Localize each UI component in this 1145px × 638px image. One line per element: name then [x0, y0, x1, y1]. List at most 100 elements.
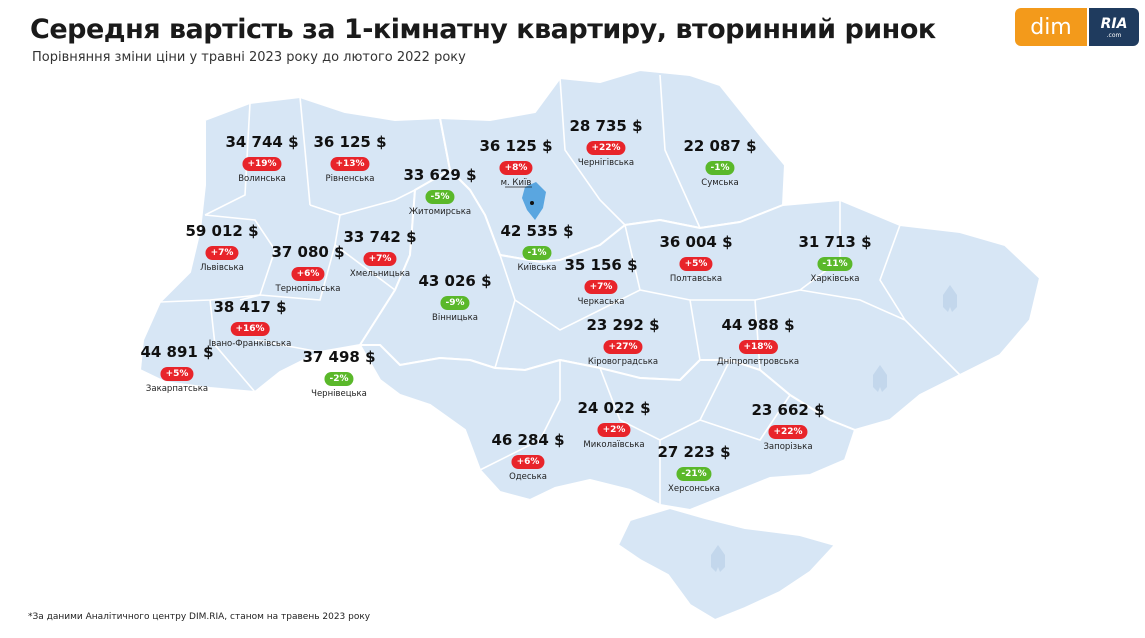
region-label: 36 125 $ +13% Рівненська	[313, 133, 386, 185]
region-name: Дніпропетровська	[716, 357, 800, 367]
region-price: 43 026 $	[418, 272, 492, 290]
kyiv-city-shape	[522, 182, 546, 220]
region-change-badge: +7%	[363, 252, 397, 266]
trident-icons	[711, 285, 957, 572]
region-price: 46 284 $	[491, 431, 565, 449]
region-price: 28 735 $	[569, 117, 643, 135]
region-change-badge: +19%	[242, 157, 282, 171]
region-change-badge: +7%	[205, 246, 239, 260]
region-price: 33 742 $	[343, 228, 417, 246]
region-label: 36 125 $ +8% м. Київ	[479, 137, 552, 189]
region-name: Тернопільська	[275, 284, 341, 294]
region-name: Івано-Франківська	[208, 339, 292, 349]
region-label: 37 080 $ +6% Тернопільська	[271, 243, 344, 295]
region-name: Полтавська	[669, 274, 723, 284]
region-name: Вінницька	[432, 313, 478, 323]
region-price: 42 535 $	[500, 222, 574, 240]
region-name: м. Київ	[500, 178, 532, 188]
region-label: 44 891 $ +5% Закарпатська	[140, 343, 213, 395]
region-price: 37 080 $	[271, 243, 345, 261]
region-label: 37 498 $ -2% Чернівецька	[302, 348, 375, 400]
region-price: 35 156 $	[564, 256, 638, 274]
region-change-badge: +5%	[679, 257, 713, 271]
region-label: 27 223 $ -21% Херсонська	[657, 443, 730, 495]
page-title: Середня вартість за 1-кімнатну квартиру,…	[30, 14, 936, 45]
region-name: Сумська	[701, 178, 739, 188]
region-label: 31 713 $ -11% Харківська	[798, 233, 871, 285]
region-name: Запорізька	[763, 442, 813, 452]
region-price: 24 022 $	[577, 399, 651, 417]
region-price: 27 223 $	[657, 443, 731, 461]
page-subtitle: Порівняння зміни ціни у травні 2023 року…	[32, 50, 466, 65]
region-change-badge: +6%	[511, 455, 545, 469]
region-price: 31 713 $	[798, 233, 872, 251]
region-name: Херсонська	[668, 484, 720, 494]
region-name: Харківська	[810, 274, 860, 284]
region-change-badge: +13%	[330, 157, 370, 171]
trident-icon	[943, 285, 957, 312]
region-label: 36 004 $ +5% Полтавська	[659, 233, 732, 285]
ria-logo-domain: .com	[1106, 31, 1122, 39]
region-label: 23 292 $ +27% Кіровоградська	[586, 316, 659, 368]
region-change-badge: +22%	[768, 425, 808, 439]
region-change-badge: -5%	[425, 190, 455, 204]
region-price: 36 125 $	[313, 133, 387, 151]
region-label: 46 284 $ +6% Одеська	[491, 431, 564, 483]
region-label: 34 744 $ +19% Волинська	[225, 133, 298, 185]
region-label: 38 417 $ +16% Івано-Франківська	[209, 298, 292, 350]
region-price: 38 417 $	[213, 298, 287, 316]
region-price: 23 292 $	[586, 316, 660, 334]
footnote: *За даними Аналітичного центру DIM.RIA, …	[28, 612, 371, 622]
region-name: Одеська	[509, 472, 547, 482]
region-change-badge: +27%	[603, 340, 643, 354]
region-change-badge: +5%	[160, 367, 194, 381]
region-borders	[159, 74, 961, 505]
region-label: 28 735 $ +22% Чернігівська	[569, 117, 642, 169]
region-name: Хмельницька	[349, 269, 411, 279]
region-price: 23 662 $	[751, 401, 825, 419]
kyiv-city-dot	[530, 201, 534, 205]
region-label: 59 012 $ +7% Львівська	[185, 222, 258, 274]
region-name: Чернігівська	[577, 158, 635, 168]
region-name: Чернівецька	[311, 389, 367, 399]
region-name: Миколаївська	[583, 440, 645, 450]
region-label: 23 662 $ +22% Запорізька	[751, 401, 824, 453]
region-price: 44 988 $	[721, 316, 795, 334]
ria-logo[interactable]: RIA .com	[1089, 8, 1139, 46]
region-change-badge: -1%	[705, 161, 735, 175]
ria-logo-text: RIA	[1100, 15, 1128, 32]
region-name: Рівненська	[325, 174, 375, 184]
region-name: Київська	[517, 263, 557, 273]
region-change-badge: +2%	[597, 423, 631, 437]
region-change-badge: -21%	[676, 467, 712, 481]
region-change-badge: +6%	[291, 267, 325, 281]
region-name: Волинська	[238, 174, 286, 184]
region-price: 37 498 $	[302, 348, 376, 366]
region-name: Львівська	[200, 263, 244, 273]
region-change-badge: -11%	[817, 257, 853, 271]
region-label: 33 629 $ -5% Житомирська	[403, 166, 476, 218]
region-name: Черкаська	[577, 297, 625, 307]
trident-icon	[873, 365, 887, 392]
region-label: 44 988 $ +18% Дніпропетровська	[717, 316, 799, 368]
region-label: 33 742 $ +7% Хмельницька	[343, 228, 416, 280]
region-change-badge: -9%	[440, 296, 470, 310]
region-price: 22 087 $	[683, 137, 757, 155]
region-name: Житомирська	[408, 207, 472, 217]
region-price: 33 629 $	[403, 166, 477, 184]
region-label: 22 087 $ -1% Сумська	[683, 137, 756, 189]
trident-icon	[711, 545, 725, 572]
region-change-badge: +7%	[584, 280, 618, 294]
region-label: 42 535 $ -1% Київська	[500, 222, 573, 274]
region-change-badge: +16%	[230, 322, 270, 336]
region-price: 44 891 $	[140, 343, 214, 361]
region-price: 34 744 $	[225, 133, 299, 151]
region-label: 24 022 $ +2% Миколаївська	[577, 399, 650, 451]
region-name: Кіровоградська	[587, 357, 659, 367]
dim-logo[interactable]: dim	[1015, 8, 1087, 46]
region-change-badge: +18%	[738, 340, 778, 354]
region-change-badge: +8%	[499, 161, 533, 175]
region-change-badge: +22%	[586, 141, 626, 155]
region-price: 36 125 $	[479, 137, 553, 155]
